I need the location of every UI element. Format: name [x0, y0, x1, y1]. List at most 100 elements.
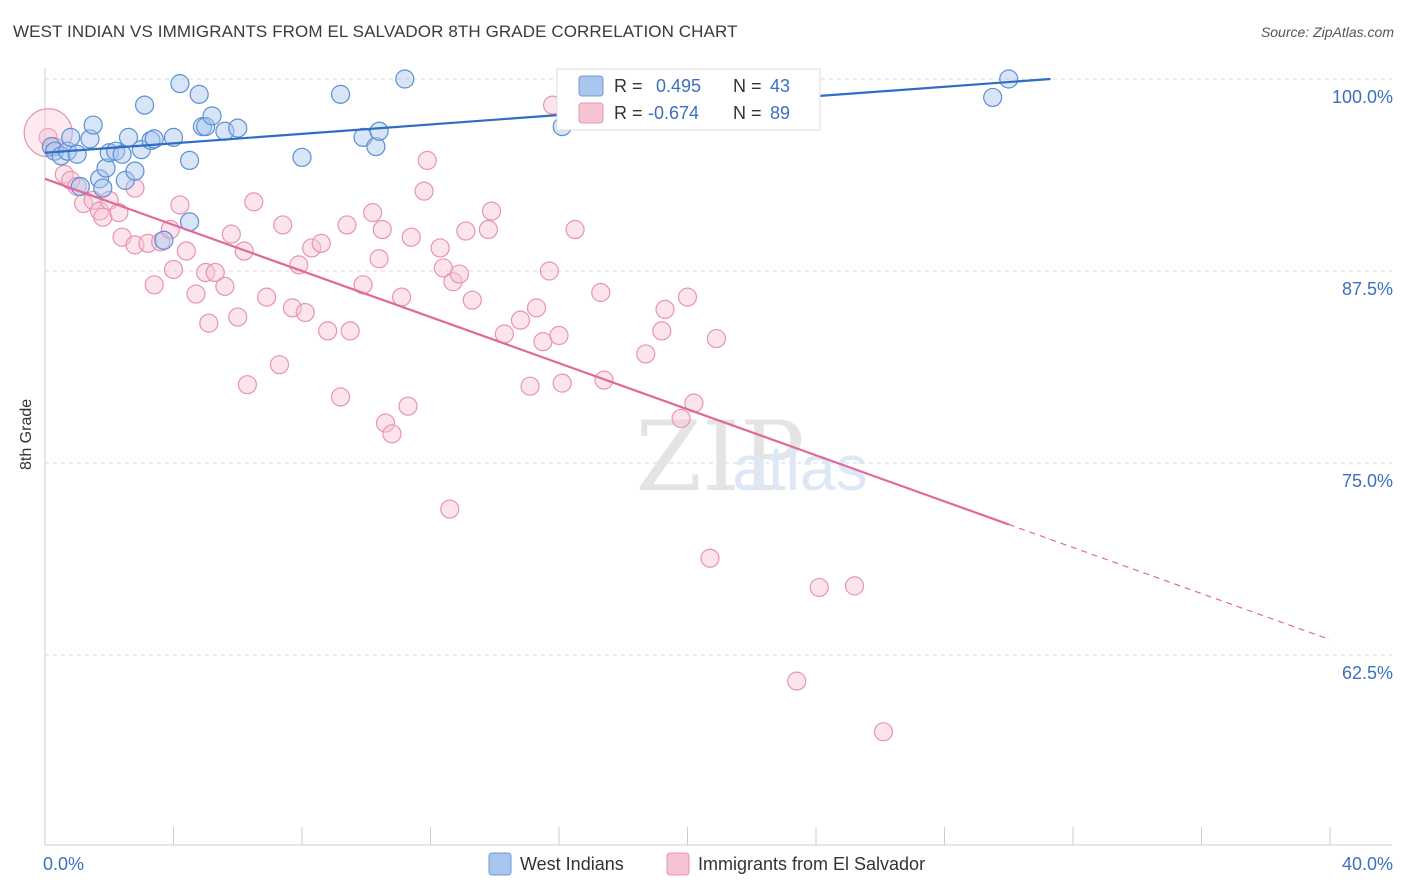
point-west-indian-23	[163, 127, 184, 147]
point-el-salvador-27	[228, 307, 248, 327]
point-el-salvador-60	[462, 290, 482, 310]
point-el-salvador-36	[295, 302, 315, 323]
point-west-indian-30	[202, 106, 222, 126]
trend-line-el-salvador	[44, 177, 1010, 526]
point-el-salvador-24	[205, 262, 225, 283]
point-el-salvador-13	[125, 178, 145, 198]
point-el-salvador-18	[163, 259, 184, 280]
legend-n-label-1: N =	[733, 76, 762, 96]
point-west-indian-38	[395, 69, 415, 89]
point-el-salvador-75	[636, 344, 656, 364]
point-el-salvador-62	[481, 201, 502, 221]
point-west-indian-17	[125, 161, 145, 181]
legend-n-label-2: N =	[733, 103, 762, 123]
point-west-indian-41	[999, 69, 1019, 89]
point-el-salvador-59	[456, 221, 476, 241]
point-el-salvador-47	[375, 413, 396, 433]
y-tick-labels: 100.0% 87.5% 75.0% 62.5%	[1332, 87, 1393, 683]
gridlines	[45, 78, 1392, 656]
point-el-salvador-57	[443, 272, 463, 292]
point-el-salvador-71	[552, 373, 572, 393]
watermark-atlas: atlas	[732, 432, 867, 504]
point-west-indian-27	[189, 84, 209, 104]
y-tick-label-0: 100.0%	[1332, 87, 1393, 107]
point-el-salvador-68	[539, 261, 559, 281]
point-el-salvador-29	[237, 375, 257, 395]
point-el-salvador-26	[221, 224, 241, 244]
point-el-salvador-56	[440, 499, 460, 519]
point-el-salvador-22	[196, 262, 216, 283]
legend-n-value-1: 43	[770, 76, 790, 96]
legend-swatch-pink	[578, 102, 604, 124]
point-el-salvador-31	[257, 287, 277, 307]
point-el-salvador-30	[244, 192, 264, 212]
chart-source: Source: ZipAtlas.com	[1260, 24, 1394, 40]
x-tick-labels: 0.0% 40.0%	[43, 854, 1393, 874]
point-el-salvador-40	[330, 387, 351, 407]
point-west-indian-29	[196, 117, 216, 137]
point-el-salvador-85	[787, 671, 807, 691]
legend-n-value-2: 89	[770, 103, 790, 123]
point-west-indian-8	[83, 115, 103, 135]
chart-title: WEST INDIAN VS IMMIGRANTS FROM EL SALVAD…	[13, 22, 738, 41]
legend-bottom-label-blue: West Indians	[520, 854, 624, 874]
point-west-indian-22	[154, 230, 174, 250]
point-el-salvador-8	[93, 207, 113, 227]
legend-bottom: West Indians Immigrants from El Salvador	[488, 852, 925, 876]
point-el-salvador-66	[526, 298, 547, 318]
point-el-salvador-73	[591, 282, 611, 303]
point-el-salvador-61	[478, 219, 498, 240]
point-west-indian-34	[330, 84, 351, 104]
point-el-salvador-54	[430, 238, 450, 258]
point-west-indian-36	[366, 136, 386, 157]
point-west-indian-19	[134, 95, 155, 115]
point-el-salvador-64	[510, 310, 531, 330]
series-immigrants-el-salvador	[23, 95, 894, 742]
point-el-salvador-67	[533, 332, 553, 352]
point-west-indian-37	[369, 121, 389, 141]
y-tick-label-3: 62.5%	[1342, 663, 1393, 683]
point-el-salvador-37	[302, 238, 322, 258]
legend-r-value-1: 0.495	[656, 76, 701, 96]
watermark-zip: ZIP	[635, 401, 804, 513]
point-west-indian-4	[61, 127, 81, 147]
x-tick-label-0: 0.0%	[43, 854, 84, 874]
point-el-salvador-42	[340, 321, 360, 341]
point-el-salvador-38	[311, 233, 331, 253]
legend-r-value-2: -0.674	[648, 103, 699, 123]
legend-r-label-1: R =	[614, 76, 643, 96]
point-west-indian-14	[112, 144, 132, 164]
point-el-salvador-77	[655, 299, 675, 319]
point-el-salvador-76	[652, 321, 672, 341]
point-west-indian-40	[983, 87, 1003, 108]
point-el-salvador-48	[382, 424, 402, 444]
point-el-salvador-86	[873, 722, 894, 742]
point-el-salvador-52	[414, 181, 434, 201]
point-el-salvador-50	[398, 396, 418, 416]
legend-r-label-2: R =	[614, 103, 643, 123]
point-el-salvador-44	[363, 203, 383, 223]
point-el-salvador-58	[449, 264, 470, 284]
legend-bottom-label-pink: Immigrants from El Salvador	[698, 854, 925, 874]
point-el-salvador-81	[700, 548, 720, 568]
point-el-salvador-53	[417, 150, 437, 171]
legend-swatch-blue	[578, 75, 604, 97]
point-west-indian-24	[170, 74, 190, 94]
point-el-salvador-23	[199, 313, 219, 333]
point-el-salvador-78	[671, 408, 691, 429]
point-el-salvador-46	[372, 219, 392, 240]
point-el-salvador-65	[520, 376, 540, 396]
point-el-salvador-19	[170, 195, 190, 215]
point-west-indian-25	[179, 150, 200, 171]
legend-bottom-swatch-pink	[666, 852, 690, 876]
series-west-indians	[41, 69, 1019, 250]
axes	[44, 68, 1392, 846]
point-el-salvador-32	[269, 355, 290, 375]
point-el-salvador-10	[109, 203, 129, 223]
point-el-salvador-21	[186, 284, 206, 304]
x-tick-label-1: 40.0%	[1342, 854, 1393, 874]
point-el-salvador-15	[144, 275, 164, 295]
point-west-indian-10	[93, 178, 113, 198]
point-el-salvador-25	[215, 276, 235, 296]
point-el-salvador-82	[706, 328, 727, 349]
